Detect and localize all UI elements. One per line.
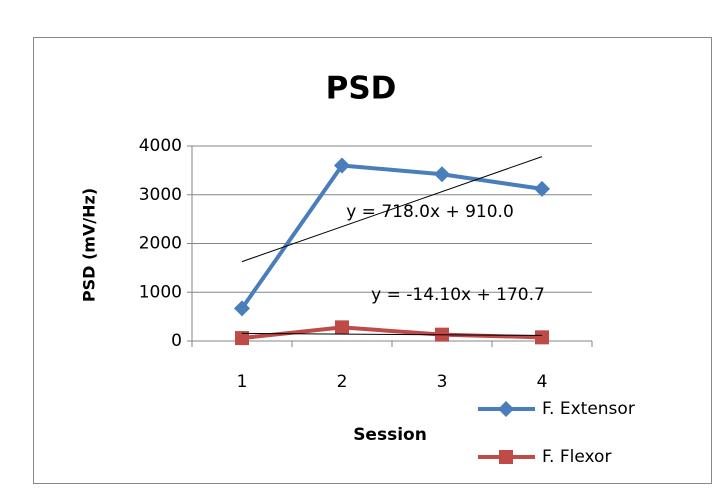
x-tick-label: 4 — [537, 372, 548, 392]
data-point — [334, 157, 350, 174]
series-line — [240, 163, 543, 310]
legend-marker — [499, 450, 513, 464]
data-point — [434, 166, 450, 183]
data-point — [534, 180, 550, 197]
data-point — [234, 300, 250, 317]
x-tick-label: 2 — [337, 372, 348, 392]
data-point — [335, 320, 349, 335]
y-tick-label: 2000 — [139, 234, 182, 254]
y-tick-label: 4000 — [139, 136, 182, 156]
y-axis-label: PSD (mV/Hz) — [80, 188, 99, 302]
y-tick-label: 1000 — [139, 282, 182, 302]
legend-label: F. Flexor — [542, 447, 611, 467]
trendline — [241, 156, 543, 263]
legend-marker — [498, 401, 514, 417]
legend-label: F. Extensor — [542, 399, 635, 419]
trendline-equation: y = 718.0x + 910.0 — [346, 202, 514, 222]
y-tick-label: 0 — [171, 331, 182, 351]
data-point — [235, 331, 249, 346]
trendline — [241, 332, 543, 336]
x-tick-label: 3 — [437, 372, 448, 392]
x-axis-label: Session — [353, 425, 427, 445]
chart-title: PSD — [326, 71, 397, 107]
series-line — [241, 325, 543, 341]
data-point — [535, 330, 549, 345]
x-tick-label: 1 — [237, 372, 248, 392]
y-tick-label: 3000 — [139, 185, 182, 205]
chart-frame — [33, 37, 712, 484]
trendline-equation: y = -14.10x + 170.7 — [371, 285, 545, 305]
